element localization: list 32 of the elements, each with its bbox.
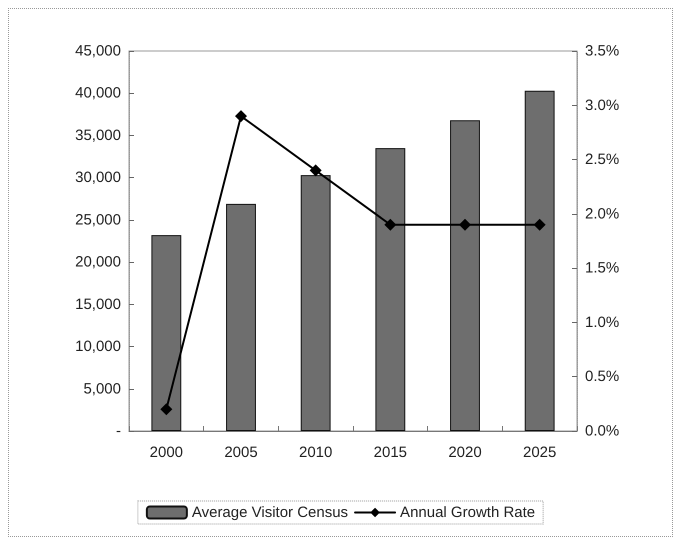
- point: [310, 164, 322, 176]
- y2-tick-label: 2.5%: [585, 151, 620, 168]
- point: [160, 403, 172, 416]
- y-tick-label: 40,000: [75, 84, 121, 102]
- y2-tick-label: 1.5%: [585, 260, 620, 277]
- y-tick-label: -: [116, 422, 121, 440]
- y2-tick-label: 1.0%: [585, 314, 620, 331]
- x-tick-label: 2000: [150, 444, 184, 461]
- point: [459, 218, 471, 231]
- legend-label: Average Visitor Census: [192, 504, 348, 521]
- y-tick-label: 20,000: [75, 254, 121, 271]
- x-tick-label: 2020: [448, 444, 482, 461]
- y-tick-label: 30,000: [75, 169, 121, 186]
- x-tick-label: 2015: [374, 444, 408, 461]
- y-tick-label: 15,000: [75, 296, 121, 313]
- x-tick-label: 2010: [298, 444, 332, 461]
- point: [384, 218, 396, 231]
- legend-label: Annual Growth Rate: [400, 504, 536, 521]
- point: [534, 218, 546, 231]
- point: [235, 110, 247, 122]
- y-tick-label: 5,000: [83, 380, 121, 398]
- y2-tick-label: 0.0%: [585, 422, 620, 440]
- y2-tick-label: 2.0%: [585, 205, 620, 222]
- x-tick-label: 2005: [224, 444, 258, 461]
- y-tick-label: 45,000: [75, 42, 121, 60]
- y-tick-label: 25,000: [75, 211, 121, 228]
- y-tick-label: 10,000: [75, 338, 121, 356]
- y2-tick-label: 3.0%: [585, 96, 620, 114]
- y-tick-label: 35,000: [75, 126, 121, 144]
- x-tick-label: 2025: [522, 444, 556, 461]
- y2-tick-label: 3.5%: [585, 42, 620, 60]
- y2-tick-label: 0.5%: [585, 368, 620, 386]
